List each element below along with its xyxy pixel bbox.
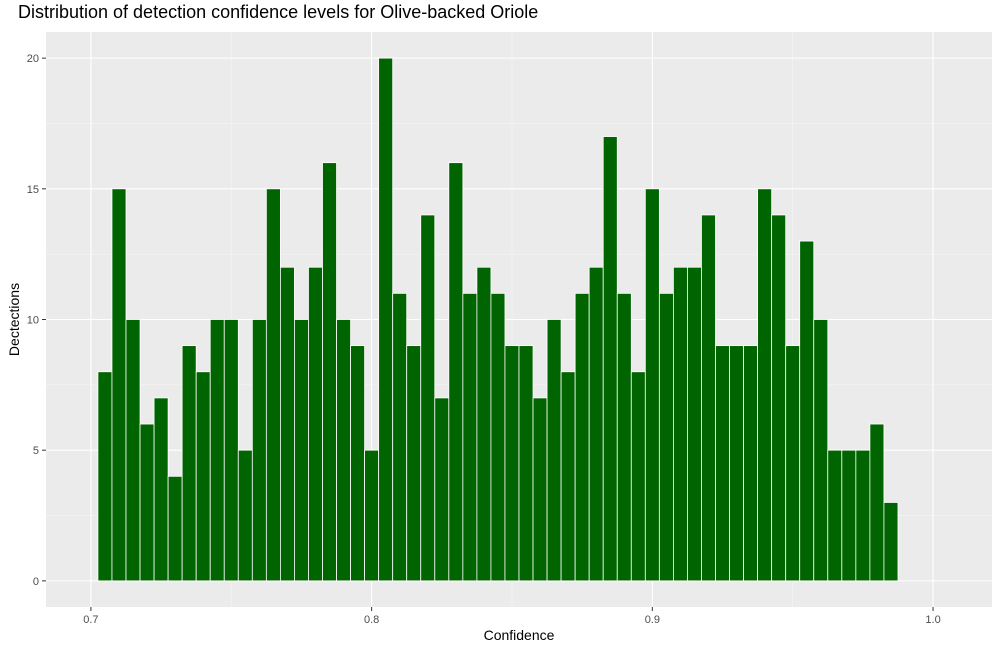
histogram-bar xyxy=(490,292,506,582)
histogram-bar xyxy=(813,319,829,582)
histogram-bar xyxy=(616,292,632,582)
histogram-bar xyxy=(279,266,295,582)
y-tick-label: 10 xyxy=(27,315,39,327)
histogram-bar xyxy=(687,266,702,582)
histogram-bar xyxy=(532,397,548,582)
y-tick-label: 15 xyxy=(27,184,39,196)
histogram-bar xyxy=(799,240,815,582)
histogram-bar xyxy=(251,319,267,582)
histogram-bar xyxy=(336,319,351,582)
histogram-bar xyxy=(448,162,464,582)
histogram-bar xyxy=(771,214,787,582)
histogram-bar xyxy=(715,345,730,582)
histogram-bar xyxy=(743,345,759,582)
x-tick-label: 1.0 xyxy=(925,614,940,626)
histogram-bar xyxy=(406,345,422,582)
x-axis-title: Confidence xyxy=(484,627,555,643)
histogram-bar xyxy=(434,397,450,582)
histogram-bar xyxy=(223,319,239,582)
y-tick-label: 0 xyxy=(33,576,39,588)
histogram-bar xyxy=(574,292,590,582)
x-tick-label: 0.8 xyxy=(364,614,379,626)
histogram-bar xyxy=(785,345,801,582)
histogram-bar xyxy=(757,188,773,582)
histogram-bar xyxy=(195,371,211,582)
histogram-bar xyxy=(546,319,562,582)
histogram-bar xyxy=(869,423,885,582)
histogram-bar xyxy=(701,214,716,582)
histogram-bar xyxy=(729,345,744,582)
histogram-bar xyxy=(378,57,394,582)
histogram-bar xyxy=(167,475,183,582)
histogram-bar xyxy=(560,371,576,582)
histogram-bar xyxy=(181,345,197,582)
histogram-bar xyxy=(504,345,520,582)
y-axis-title: Dectections xyxy=(6,283,22,356)
y-axis-ticks: 0 5 10 15 20 xyxy=(27,53,46,588)
histogram-bar xyxy=(672,266,688,582)
y-tick-label: 5 xyxy=(33,445,39,457)
histogram-bar xyxy=(518,345,534,582)
histogram-bar xyxy=(308,266,323,582)
histogram-bar xyxy=(841,449,857,582)
histogram-bar xyxy=(420,214,436,582)
histogram-bar xyxy=(153,397,169,582)
histogram-bar xyxy=(294,319,309,582)
histogram-bar xyxy=(265,188,281,582)
histogram-bar xyxy=(462,292,478,582)
histogram-bars xyxy=(97,57,899,582)
histogram-bar xyxy=(97,371,113,582)
histogram-bar xyxy=(644,188,660,582)
chart-title: Distribution of detection confidence lev… xyxy=(18,2,539,22)
histogram-bar xyxy=(111,188,127,582)
histogram-bar xyxy=(364,449,380,582)
histogram-bar xyxy=(125,319,141,582)
histogram-bar xyxy=(658,292,674,582)
histogram-bar xyxy=(350,345,366,582)
x-tick-label: 0.9 xyxy=(645,614,660,626)
histogram-bar xyxy=(855,449,871,582)
histogram-bar xyxy=(588,266,604,582)
histogram-bar xyxy=(476,266,492,582)
histogram-bar xyxy=(392,292,408,582)
y-tick-label: 20 xyxy=(27,53,39,65)
histogram-bar xyxy=(322,162,337,582)
x-tick-label: 0.7 xyxy=(83,614,98,626)
histogram-bar xyxy=(630,371,646,582)
histogram-bar xyxy=(883,502,899,582)
histogram-bar xyxy=(827,449,843,582)
histogram-bar xyxy=(237,449,253,582)
histogram-bar xyxy=(209,319,225,582)
histogram-bar xyxy=(139,423,155,582)
histogram-bar xyxy=(602,136,618,582)
x-axis-ticks: 0.7 0.8 0.9 1.0 xyxy=(83,607,941,626)
